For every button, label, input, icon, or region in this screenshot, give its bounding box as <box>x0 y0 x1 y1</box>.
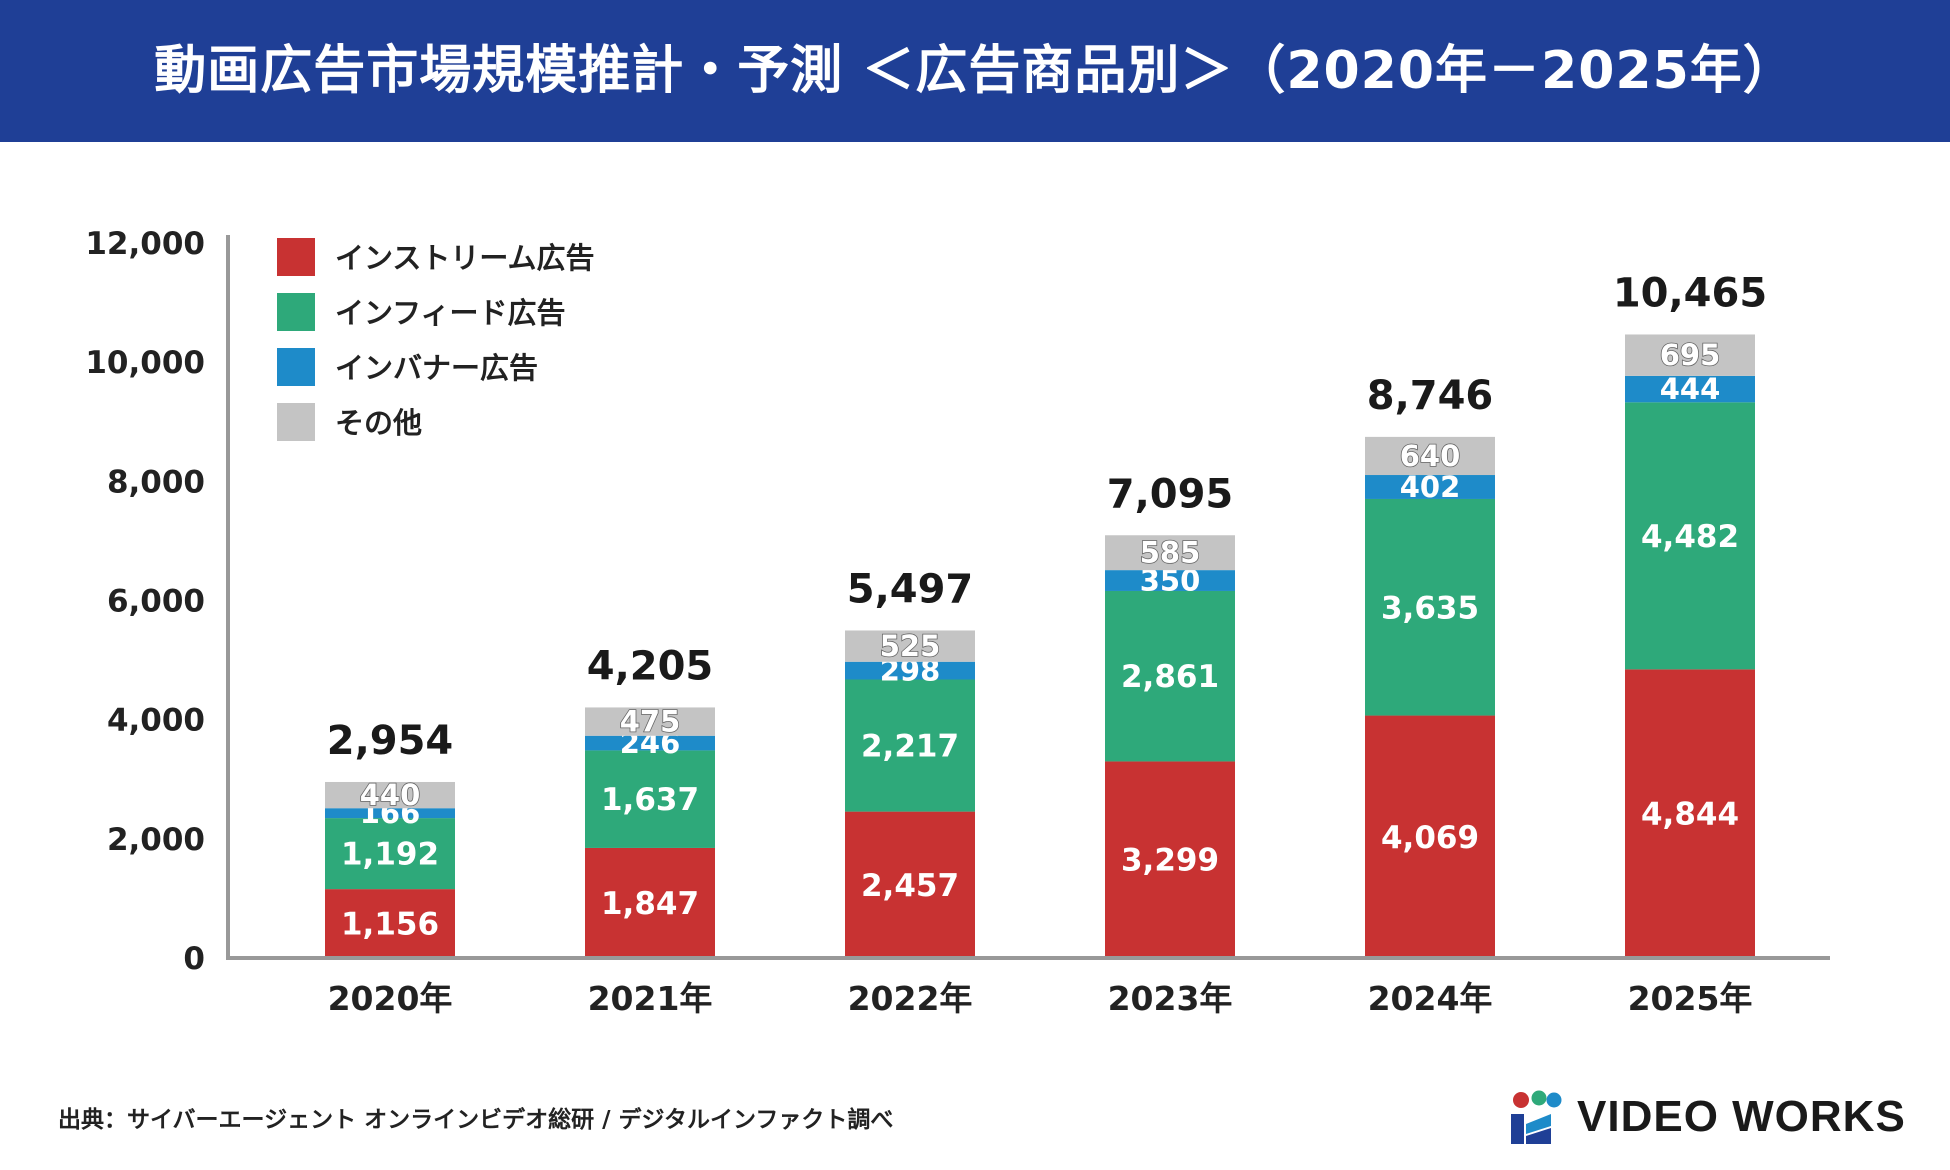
bar-segment-1 <box>1625 669 1755 958</box>
bar-value-label: 4,482 <box>1641 519 1739 555</box>
bar-value-label: 3,635 <box>1381 590 1479 626</box>
bar-segment-3 <box>1625 375 1755 403</box>
bar-value-label: 640 <box>1400 439 1461 473</box>
y-tick-label: 4,000 <box>107 703 205 739</box>
bar-segment-4 <box>325 781 455 809</box>
x-category-label: 2025年 <box>1628 979 1753 1018</box>
y-tick-label: 8,000 <box>107 464 205 500</box>
bar-value-label: 585 <box>1140 536 1201 570</box>
bar-total-label: 10,465 <box>1613 270 1767 316</box>
bar-segment-3 <box>845 661 975 680</box>
x-category-label: 2020年 <box>328 979 453 1018</box>
bar-total-label: 7,095 <box>1107 471 1234 517</box>
bar-segment-2 <box>1625 402 1755 670</box>
bar-value-label: 2,217 <box>861 729 959 765</box>
source-note: 出典：サイバーエージェント オンラインビデオ総研 / デジタルインファクト調べ <box>58 1107 894 1133</box>
bar-segment-1 <box>1105 761 1235 958</box>
bar-value-label: 1,192 <box>341 837 439 873</box>
bar-value-label: 1,156 <box>341 907 439 943</box>
y-tick-label: 10,000 <box>85 345 205 381</box>
legend-swatch <box>277 403 315 441</box>
bar-value-label: 1,637 <box>601 782 699 818</box>
bar-segment-2 <box>845 679 975 812</box>
legend-label: インバナー広告 <box>335 351 538 385</box>
logo-mark-icon <box>1511 1090 1562 1144</box>
bar-segment-4 <box>845 630 975 662</box>
bar-segment-4 <box>1365 436 1495 476</box>
bar-value-label: 4,069 <box>1381 820 1479 856</box>
header-banner: 動画広告市場規模推計・予測 ＜広告商品別＞（2020年－2025年） <box>0 0 1950 142</box>
x-category-label: 2024年 <box>1368 979 1493 1018</box>
logo-text: VIDEO WORKS <box>1577 1092 1906 1141</box>
bar-segment-2 <box>325 818 455 890</box>
bar-value-label: 444 <box>1660 372 1721 406</box>
bar-segment-2 <box>1365 498 1495 716</box>
y-tick-label: 12,000 <box>85 226 205 262</box>
bar-total-label: 4,205 <box>587 643 714 689</box>
bar-segment-3 <box>1365 475 1495 499</box>
bar-segment-4 <box>585 707 715 736</box>
bar-value-label: 1,847 <box>601 886 699 922</box>
bar-value-label: 2,457 <box>861 868 959 904</box>
bar-segment-1 <box>845 811 975 958</box>
bar-value-label: 525 <box>880 629 941 663</box>
bar-value-label: 3,299 <box>1121 843 1219 879</box>
bar-segment-1 <box>585 847 715 958</box>
bar-segment-2 <box>1105 590 1235 762</box>
video-works-logo: VIDEO WORKS <box>1505 1088 1905 1148</box>
bar-segment-1 <box>325 889 455 958</box>
y-tick-label: 0 <box>183 941 205 977</box>
legend-label: インストリーム広告 <box>335 241 595 275</box>
legend-swatch <box>277 348 315 386</box>
x-category-label: 2023年 <box>1108 979 1233 1018</box>
bar-segment-1 <box>1365 715 1495 958</box>
legend-swatch <box>277 238 315 276</box>
x-category-label: 2021年 <box>588 979 713 1018</box>
bar-segment-3 <box>325 808 455 819</box>
bar-value-label: 440 <box>360 778 421 812</box>
legend-label: その他 <box>335 406 422 440</box>
bar-value-label: 475 <box>620 705 681 739</box>
page-title: 動画広告市場規模推計・予測 ＜広告商品別＞（2020年－2025年） <box>154 41 1796 101</box>
bar-total-label: 5,497 <box>847 566 974 612</box>
bar-value-label: 402 <box>1400 470 1461 504</box>
legend-label: インフィード広告 <box>335 296 566 330</box>
y-tick-label: 2,000 <box>107 822 205 858</box>
x-category-label: 2022年 <box>848 979 973 1018</box>
bar-value-label: 4,844 <box>1641 797 1739 833</box>
bar-segment-4 <box>1625 334 1755 376</box>
bar-total-label: 2,954 <box>327 718 454 764</box>
bar-segment-3 <box>1105 570 1235 591</box>
bar-value-label: 695 <box>1660 338 1721 372</box>
legend-swatch <box>277 293 315 331</box>
bar-value-label: 2,861 <box>1121 659 1219 695</box>
bar-segment-3 <box>585 735 715 751</box>
bar-total-label: 8,746 <box>1367 373 1494 419</box>
y-tick-label: 6,000 <box>107 584 205 620</box>
bar-segment-4 <box>1105 535 1235 571</box>
bar-segment-2 <box>585 750 715 848</box>
